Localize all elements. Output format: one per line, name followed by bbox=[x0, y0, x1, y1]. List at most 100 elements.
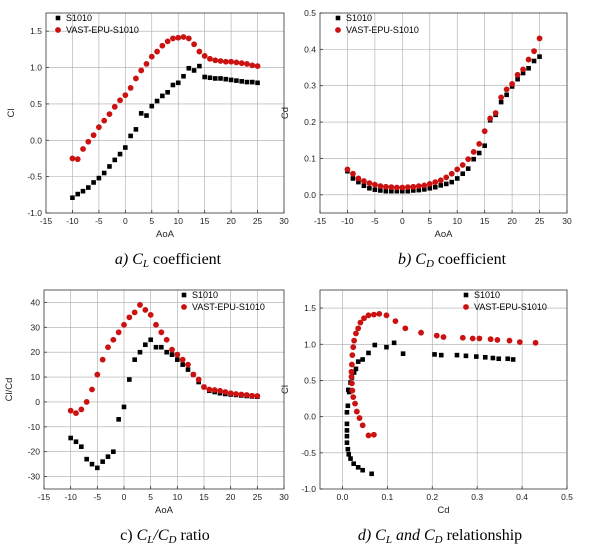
data-point bbox=[238, 391, 245, 398]
data-point bbox=[352, 400, 358, 407]
data-point bbox=[357, 319, 364, 326]
plot-frame bbox=[43, 289, 285, 490]
x-axis-title: AoA bbox=[156, 229, 175, 240]
data-point bbox=[443, 181, 449, 187]
legend-marker bbox=[55, 27, 61, 33]
data-point bbox=[482, 143, 487, 149]
data-point bbox=[388, 184, 395, 191]
caption-part: D bbox=[168, 534, 177, 546]
data-point bbox=[365, 432, 372, 439]
data-point bbox=[80, 188, 86, 194]
data-point bbox=[520, 66, 526, 73]
data-point bbox=[73, 410, 79, 417]
data-point bbox=[402, 325, 409, 332]
data-point bbox=[175, 80, 181, 86]
x-tick-label: 0.5 bbox=[561, 492, 573, 502]
data-point bbox=[366, 180, 373, 187]
plot-frame bbox=[319, 289, 568, 490]
data-point bbox=[218, 76, 223, 81]
x-tick-label: 0 bbox=[122, 492, 127, 502]
data-point bbox=[84, 456, 89, 462]
data-point bbox=[115, 329, 122, 336]
data-point bbox=[255, 80, 260, 86]
x-tick-label: 0.1 bbox=[381, 492, 393, 502]
y-tick-label: 1.0 bbox=[304, 339, 316, 349]
data-point bbox=[348, 373, 355, 380]
data-point bbox=[355, 175, 362, 182]
caption-part: ratio bbox=[176, 527, 209, 544]
data-point bbox=[366, 350, 371, 356]
data-point bbox=[350, 344, 357, 351]
data-point bbox=[411, 188, 416, 193]
data-point bbox=[138, 67, 145, 74]
legend-marker bbox=[463, 304, 469, 310]
data-point bbox=[537, 54, 542, 59]
data-point bbox=[437, 177, 444, 184]
data-point bbox=[197, 63, 202, 69]
x-tick-label: 20 bbox=[226, 216, 236, 226]
data-point bbox=[154, 48, 160, 55]
data-point bbox=[121, 321, 127, 328]
data-point bbox=[128, 133, 133, 139]
data-point bbox=[127, 85, 134, 91]
data-point bbox=[404, 184, 411, 191]
y-tick-label: 20 bbox=[31, 347, 41, 357]
data-point bbox=[361, 183, 367, 189]
x-tick-label: -5 bbox=[371, 216, 379, 226]
x-tick-label: -5 bbox=[94, 492, 102, 502]
data-point bbox=[85, 138, 92, 145]
data-point bbox=[164, 349, 169, 355]
caption-part: C bbox=[132, 251, 143, 268]
data-point bbox=[496, 356, 502, 362]
data-point bbox=[223, 76, 229, 82]
data-point bbox=[89, 386, 95, 393]
caption-part: C bbox=[375, 527, 386, 544]
data-point bbox=[350, 176, 356, 181]
series-s1010 bbox=[344, 340, 516, 477]
caption-part: C bbox=[415, 251, 426, 268]
x-tick-label: 15 bbox=[200, 216, 210, 226]
data-point bbox=[91, 180, 96, 185]
data-point bbox=[133, 127, 139, 132]
legend-marker bbox=[335, 27, 341, 33]
data-point bbox=[222, 58, 229, 65]
x-tick-label: 0.2 bbox=[426, 492, 438, 502]
data-point bbox=[239, 79, 244, 84]
data-point bbox=[137, 349, 143, 355]
x-tick-label: -15 bbox=[314, 216, 327, 226]
data-point bbox=[89, 461, 95, 467]
data-point bbox=[79, 444, 84, 450]
data-point bbox=[349, 387, 356, 394]
data-point bbox=[481, 128, 488, 135]
series-vast-epu-s1010 bbox=[69, 34, 261, 163]
data-point bbox=[69, 155, 76, 162]
data-point bbox=[415, 183, 422, 189]
data-point bbox=[147, 311, 154, 318]
x-tick-label: 20 bbox=[226, 492, 236, 502]
data-point bbox=[111, 449, 116, 454]
y-axis-title: Cd bbox=[280, 107, 291, 119]
data-point bbox=[137, 302, 143, 308]
y-tick-label: 0.0 bbox=[304, 412, 316, 422]
data-point bbox=[158, 329, 165, 336]
data-point bbox=[438, 183, 444, 188]
y-tick-label: 10 bbox=[31, 372, 41, 382]
x-tick-label: 25 bbox=[253, 492, 263, 502]
x-tick-label: 25 bbox=[535, 216, 545, 226]
data-point bbox=[471, 156, 476, 162]
data-point bbox=[344, 409, 350, 415]
data-point bbox=[159, 344, 164, 350]
data-point bbox=[148, 53, 155, 60]
data-point bbox=[106, 111, 113, 117]
data-point bbox=[418, 329, 424, 336]
data-point bbox=[112, 157, 118, 163]
data-point bbox=[163, 336, 170, 343]
data-point bbox=[345, 446, 351, 452]
data-point bbox=[212, 57, 219, 64]
x-tick-label: -15 bbox=[38, 492, 51, 502]
data-point bbox=[490, 355, 496, 361]
data-point bbox=[515, 76, 520, 82]
data-point bbox=[170, 82, 176, 88]
data-point bbox=[175, 34, 182, 41]
